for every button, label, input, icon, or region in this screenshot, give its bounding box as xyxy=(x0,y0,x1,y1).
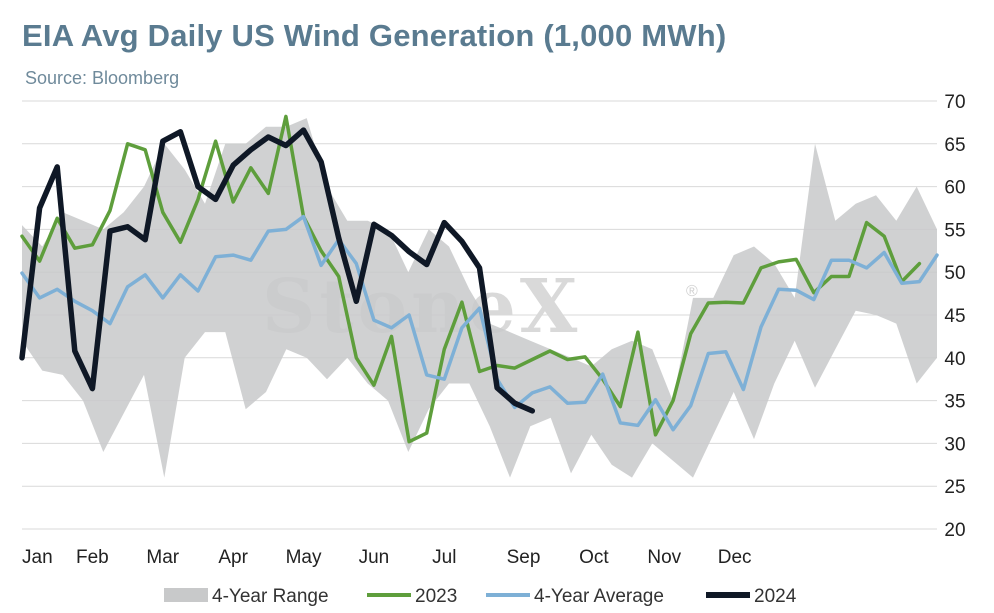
y-tick-label: 55 xyxy=(944,220,965,241)
line-2023 xyxy=(20,114,922,444)
y-tick-label: 45 xyxy=(944,306,965,327)
legend-range-label: 4-Year Range xyxy=(212,586,329,607)
y-tick-label: 60 xyxy=(944,178,965,199)
y-tick-label: 40 xyxy=(944,349,965,370)
x-tick-label: Dec xyxy=(718,547,752,568)
x-tick-label: Jun xyxy=(359,547,390,568)
chart-source: Source: Bloomberg xyxy=(25,68,180,88)
x-axis-ticks: Jan Feb Mar Apr May Jun Jul Sep Oct Nov Dec xyxy=(22,547,752,568)
x-tick-label: Apr xyxy=(218,547,248,568)
y-tick-label: 35 xyxy=(944,392,965,413)
y-tick-label: 65 xyxy=(944,135,965,156)
range-area-4-year xyxy=(22,118,937,478)
y-tick-label: 20 xyxy=(944,520,965,541)
legend-range-swatch xyxy=(164,588,208,602)
watermark-registered-mark: ® xyxy=(686,283,698,300)
range-area-layer xyxy=(22,118,937,478)
y-tick-label: 50 xyxy=(944,263,965,284)
x-tick-label: May xyxy=(286,547,322,568)
y-tick-label: 30 xyxy=(944,434,965,455)
legend-4-year-average-label: 4-Year Average xyxy=(534,586,664,607)
series-lines-layer xyxy=(19,114,939,444)
y-axis-ticks: 20 25 30 35 40 45 50 55 60 65 70 xyxy=(944,92,965,541)
x-tick-label: Jan xyxy=(22,547,53,568)
x-tick-label: Oct xyxy=(579,547,609,568)
legend: 4-Year Range 2023 4-Year Average 2024 xyxy=(164,586,797,607)
y-tick-label: 25 xyxy=(944,477,965,498)
line-4-year-average xyxy=(20,214,939,432)
y-tick-label: 70 xyxy=(944,92,965,113)
legend-2024-label: 2024 xyxy=(754,586,797,607)
x-tick-label: Nov xyxy=(647,547,681,568)
legend-2023-label: 2023 xyxy=(415,586,457,607)
x-tick-label: Sep xyxy=(507,547,541,568)
x-tick-label: Jul xyxy=(432,547,456,568)
x-tick-label: Mar xyxy=(146,547,179,568)
x-tick-label: Feb xyxy=(76,547,109,568)
chart-title: EIA Avg Daily US Wind Generation (1,000 … xyxy=(22,18,727,53)
line-2024 xyxy=(19,127,536,414)
